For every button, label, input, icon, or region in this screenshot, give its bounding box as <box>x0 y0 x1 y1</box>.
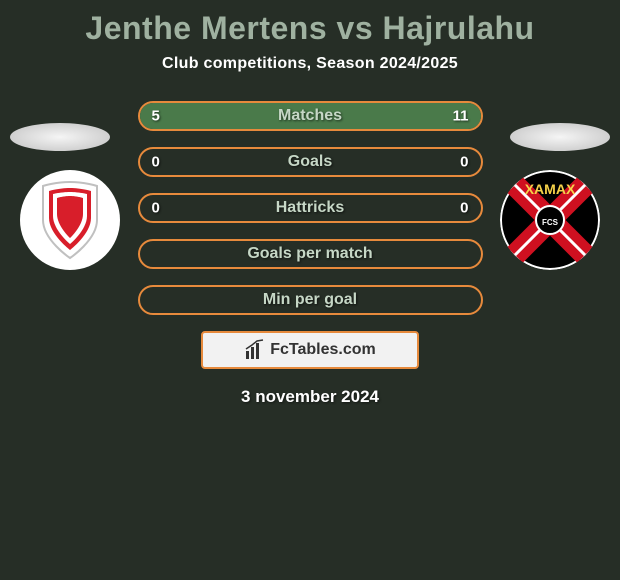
stat-row-matches: 5 Matches 11 <box>138 101 483 131</box>
page-subtitle: Club competitions, Season 2024/2025 <box>0 55 620 73</box>
team-badge-right: XAMAX FCS <box>500 170 600 270</box>
watermark[interactable]: FcTables.com <box>201 331 419 369</box>
player-puck-left <box>10 123 110 151</box>
player-puck-right <box>510 123 610 151</box>
stat-row-gpm: Goals per match <box>138 239 483 269</box>
stat-label: Goals per match <box>247 245 372 263</box>
stats-container: 5 Matches 11 0 Goals 0 0 Hattricks 0 Goa… <box>138 101 483 315</box>
stat-value-left: 5 <box>152 108 160 125</box>
stat-label: Goals <box>288 153 332 171</box>
chart-icon <box>244 339 266 361</box>
stat-row-goals: 0 Goals 0 <box>138 147 483 177</box>
vaduz-shield-icon <box>35 180 105 260</box>
xamax-badge-icon: XAMAX FCS <box>500 170 600 270</box>
footer-date: 3 november 2024 <box>0 387 620 407</box>
stat-value-right: 11 <box>453 108 469 125</box>
stat-value-left: 0 <box>152 154 160 171</box>
watermark-label: FcTables.com <box>270 341 376 359</box>
stat-label: Hattricks <box>276 199 344 217</box>
stat-label: Matches <box>278 107 342 125</box>
svg-text:XAMAX: XAMAX <box>525 181 576 197</box>
svg-text:FCS: FCS <box>542 218 559 227</box>
stat-value-right: 0 <box>460 154 468 171</box>
page-title: Jenthe Mertens vs Hajrulahu <box>0 0 620 47</box>
team-badge-left <box>20 170 120 270</box>
stat-row-mpg: Min per goal <box>138 285 483 315</box>
stat-label: Min per goal <box>263 291 357 309</box>
stat-value-left: 0 <box>152 200 160 217</box>
stat-row-hattricks: 0 Hattricks 0 <box>138 193 483 223</box>
stat-value-right: 0 <box>460 200 468 217</box>
